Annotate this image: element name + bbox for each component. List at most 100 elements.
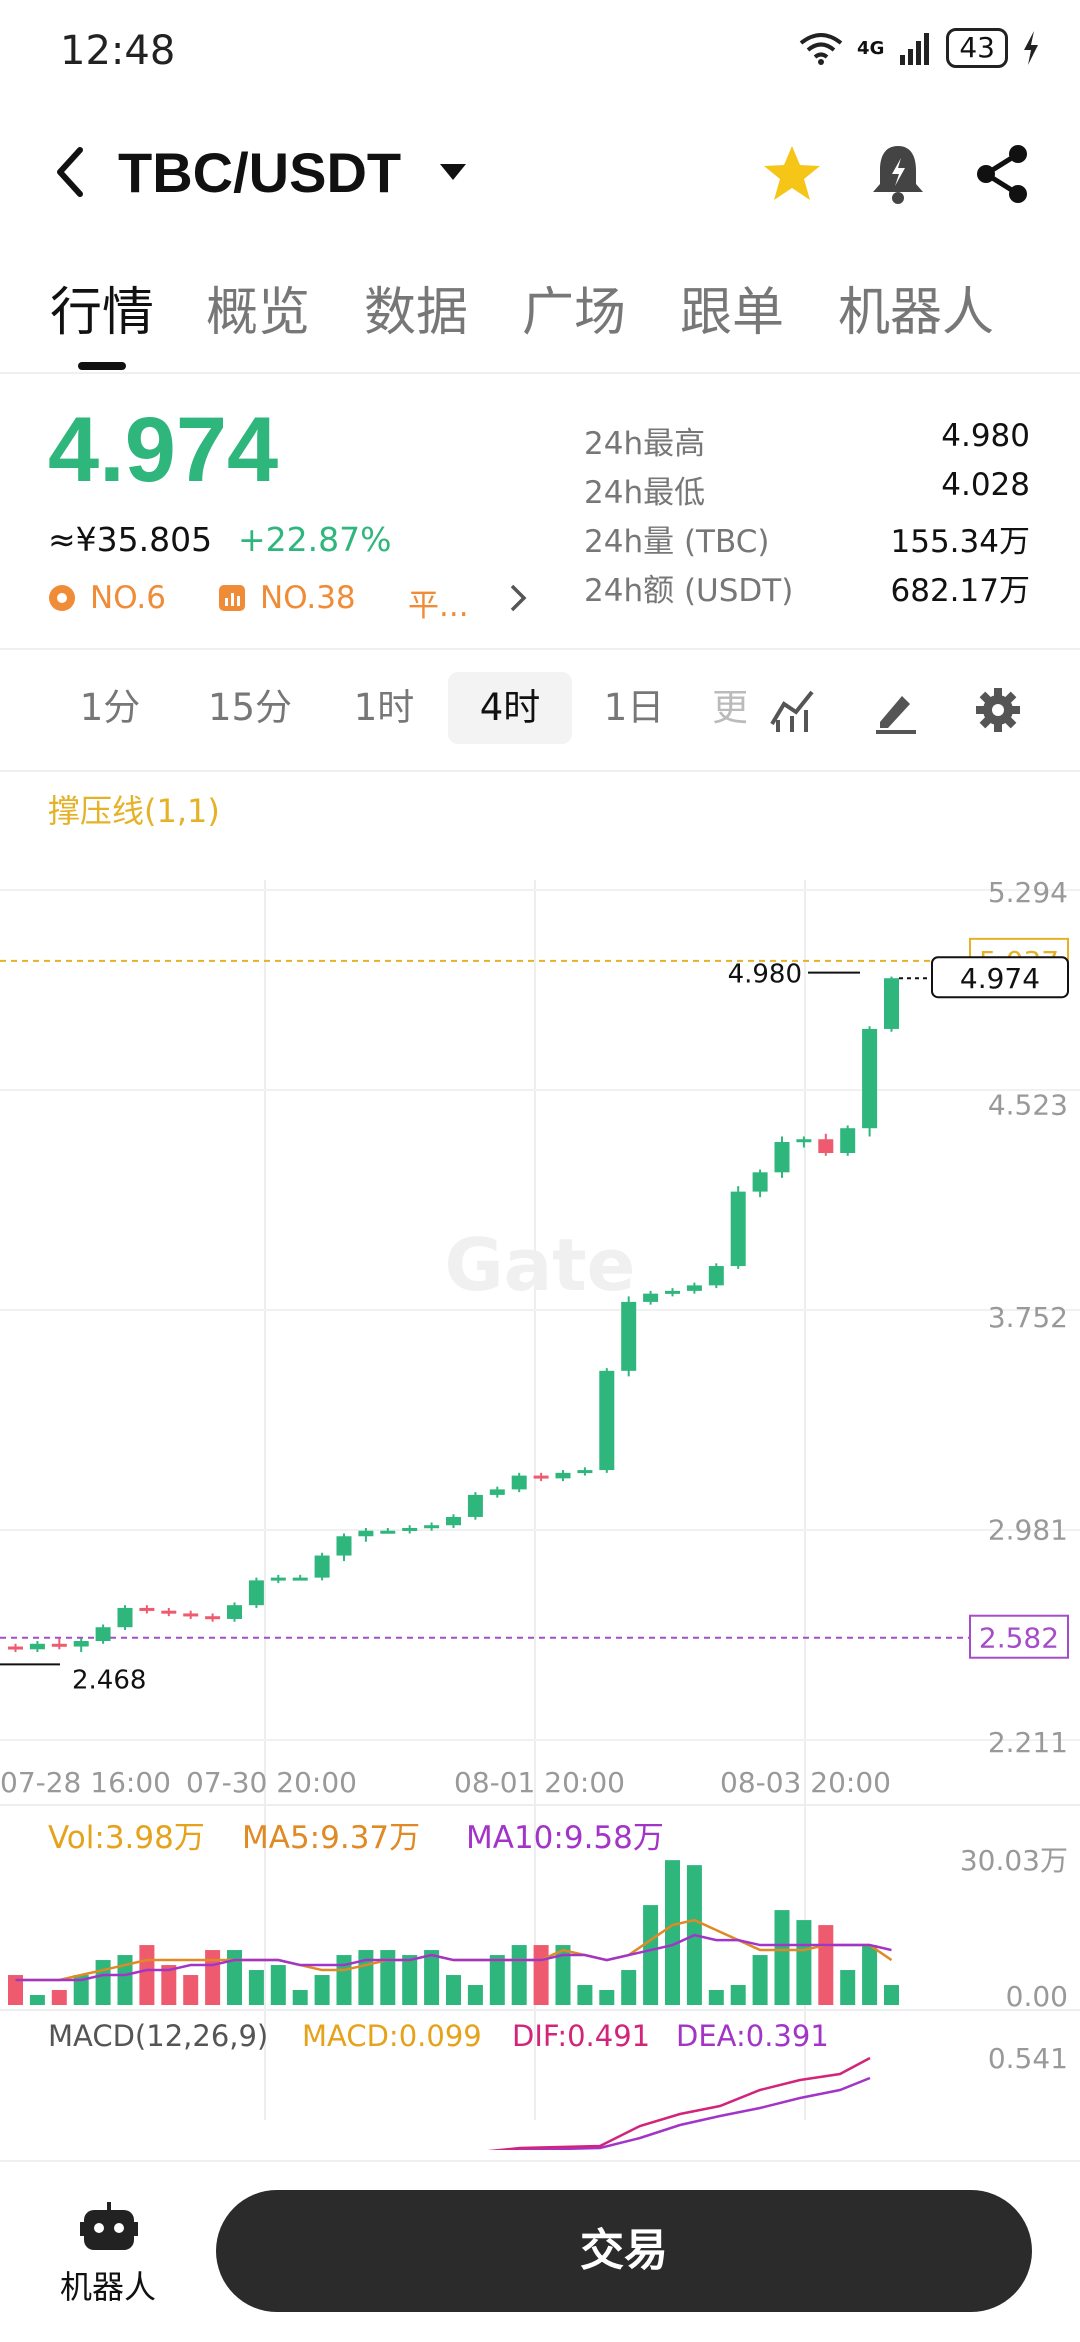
candle (292, 1577, 308, 1581)
bottom-bar: 机器人 交易 (0, 2160, 1080, 2342)
candlestick-chart[interactable]: Gate 5.294 4.523 3.752 2.981 2.211 07-28 16:00… (0, 780, 1080, 2150)
volume-bar (161, 1965, 177, 2005)
volume-bar (227, 1950, 242, 2005)
volume-bar (95, 1960, 111, 2005)
interval-1m[interactable]: 1分 (79, 686, 141, 729)
back-icon[interactable] (50, 142, 90, 202)
stat-turnover-label: 24h额 (USDT) (584, 573, 794, 609)
rank-badge-3[interactable]: 平... (408, 588, 469, 624)
tab-copy-trading[interactable]: 跟单 (680, 283, 785, 343)
volume-bar (248, 1970, 264, 2005)
candle (665, 1290, 680, 1294)
tab-market[interactable]: 行情 (50, 283, 155, 343)
candle (205, 1616, 221, 1620)
interval-1d[interactable]: 1日 (603, 686, 665, 729)
interval-4h[interactable]: 4时 (448, 672, 572, 744)
pair-title[interactable]: TBC/USDT (118, 141, 402, 204)
chevron-right-icon[interactable] (508, 582, 530, 614)
support-tag: 2.582 (979, 1622, 1059, 1655)
interval-more[interactable]: 更 (712, 686, 746, 729)
rank-chart-icon (219, 585, 245, 611)
interval-15m[interactable]: 15分 (207, 686, 293, 729)
candle (29, 1643, 45, 1650)
stat-volume-value: 155.34万 (890, 524, 1030, 560)
volume-bar (643, 1905, 659, 2005)
support-tag-box (969, 1614, 1069, 1659)
indicator-icon[interactable] (768, 686, 818, 734)
indicator-label: 撑压线(1,1) (48, 792, 220, 830)
candle (511, 1475, 527, 1490)
y-tick-label: 2.211 (988, 1726, 1068, 1759)
stat-high-label: 24h最高 (584, 426, 706, 462)
y-tick-label: 2.981 (988, 1514, 1068, 1547)
rank-badge-2[interactable]: NO.38 (218, 580, 356, 616)
volume-bar (577, 1985, 593, 2005)
volume-bar (862, 1945, 878, 2005)
volume-bar (8, 1975, 23, 2005)
interval-1h[interactable]: 1时 (353, 686, 415, 729)
stat-volume-label: 24h量 (TBC) (584, 524, 770, 560)
vol-y-top: 30.03万 (960, 1844, 1068, 1877)
x-tick-label: 08-01 20:00 (454, 1766, 625, 1799)
high-marker-label: 4.980 (728, 960, 802, 990)
last-price-tag: 4.974 (960, 962, 1040, 995)
robot-icon[interactable] (80, 2202, 138, 2254)
status-icons: 4G 43 (799, 28, 1040, 68)
price-cny: ≈¥35.805 (48, 520, 213, 559)
share-icon[interactable] (972, 142, 1032, 206)
x-tick-label: 07-30 20:00 (186, 1766, 357, 1799)
candle (380, 1530, 396, 1534)
stat-turnover-value: 682.17万 (890, 573, 1030, 609)
robot-label[interactable]: 机器人 (60, 2268, 157, 2306)
volume-bar (205, 1950, 221, 2005)
candle (227, 1605, 242, 1619)
network-type: 4G (857, 37, 885, 59)
dif-value: DIF:0.491 (512, 2019, 650, 2053)
volume-bar (708, 1990, 724, 2005)
candle (621, 1301, 637, 1371)
candle (884, 978, 899, 1029)
candle (183, 1613, 199, 1617)
candle (314, 1555, 330, 1578)
volume-bar (336, 1955, 352, 2005)
candle (796, 1139, 812, 1143)
volume-bar (730, 1985, 746, 2005)
candle (424, 1525, 440, 1529)
candle (8, 1646, 23, 1650)
last-price: 4.974 (48, 399, 279, 501)
candle (402, 1527, 418, 1531)
tab-square[interactable]: 广场 (522, 283, 627, 343)
macd-label: MACD(12,26,9) (48, 2019, 268, 2053)
ma10-label: MA10:9.58万 (466, 1820, 664, 1856)
tab-overview[interactable]: 概览 (206, 283, 311, 343)
candle (730, 1191, 746, 1267)
ma10-line (15, 1933, 892, 1982)
watermark-text: Gate (445, 1223, 636, 1307)
candle (818, 1139, 834, 1154)
chevron-down-icon[interactable] (440, 164, 466, 182)
price-alert-icon[interactable] (868, 142, 928, 206)
divider (0, 770, 1080, 772)
stat-high-value: 4.980 (941, 418, 1030, 454)
candle (752, 1172, 768, 1192)
tab-bot[interactable]: 机器人 (838, 283, 995, 343)
volume-bar (183, 1975, 199, 2005)
tab-data[interactable]: 数据 (364, 283, 469, 343)
candle (599, 1370, 615, 1471)
star-icon[interactable] (760, 142, 824, 206)
volume-bar (270, 1965, 286, 2005)
gear-icon[interactable] (974, 686, 1022, 734)
top-bar: TBC/USDT (0, 120, 1080, 230)
candle (270, 1577, 286, 1581)
draw-tool-icon[interactable] (872, 686, 920, 734)
candle (533, 1475, 549, 1479)
trade-button[interactable]: 交易 (216, 2190, 1032, 2312)
volume-bar (314, 1975, 330, 2005)
volume-bar (402, 1955, 418, 2005)
candle (248, 1580, 264, 1606)
vol-label: Vol:3.98万 (48, 1820, 205, 1856)
candle (840, 1128, 856, 1154)
divider (0, 648, 1080, 650)
candle (358, 1530, 374, 1537)
rank-badge-1[interactable]: NO.6 (48, 580, 166, 616)
